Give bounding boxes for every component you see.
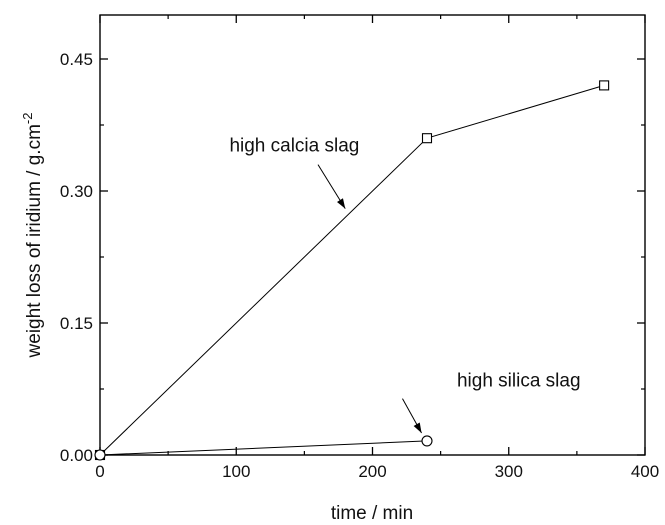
annotation-label: high silica slag	[457, 370, 581, 391]
y-axis-title-superscript: -2	[20, 113, 35, 125]
y-tick-label: 0.15	[60, 314, 93, 333]
axis-ticks: 0 100 200 300 400 0.00 0.15 0.30 0.45	[60, 15, 659, 481]
y-axis-title: weight loss of iridium / g.cm-2	[20, 113, 45, 359]
x-tick-label: 200	[358, 462, 386, 481]
y-tick-label: 0.30	[60, 182, 93, 201]
annotation-arrow-head	[414, 423, 422, 433]
y-axis-title-main: weight loss of iridium / g.cm	[24, 124, 45, 358]
y-tick-label: 0.00	[60, 446, 93, 465]
x-tick-label: 300	[495, 462, 523, 481]
x-tick-label: 400	[631, 462, 659, 481]
annotation-label: high calcia slag	[229, 135, 359, 156]
data-point-square	[423, 134, 432, 143]
annotation-arrow-head	[337, 198, 345, 208]
x-tick-label: 100	[222, 462, 250, 481]
data-point-square	[600, 81, 609, 90]
data-point-circle	[95, 450, 105, 460]
data-point-circle	[422, 436, 432, 446]
annotations: high calcia slag high silica slag	[229, 135, 580, 433]
x-tick-label: 0	[95, 462, 104, 481]
series-line-circle	[100, 441, 427, 455]
x-axis-title: time / min	[331, 503, 413, 524]
y-tick-label: 0.45	[60, 50, 93, 69]
